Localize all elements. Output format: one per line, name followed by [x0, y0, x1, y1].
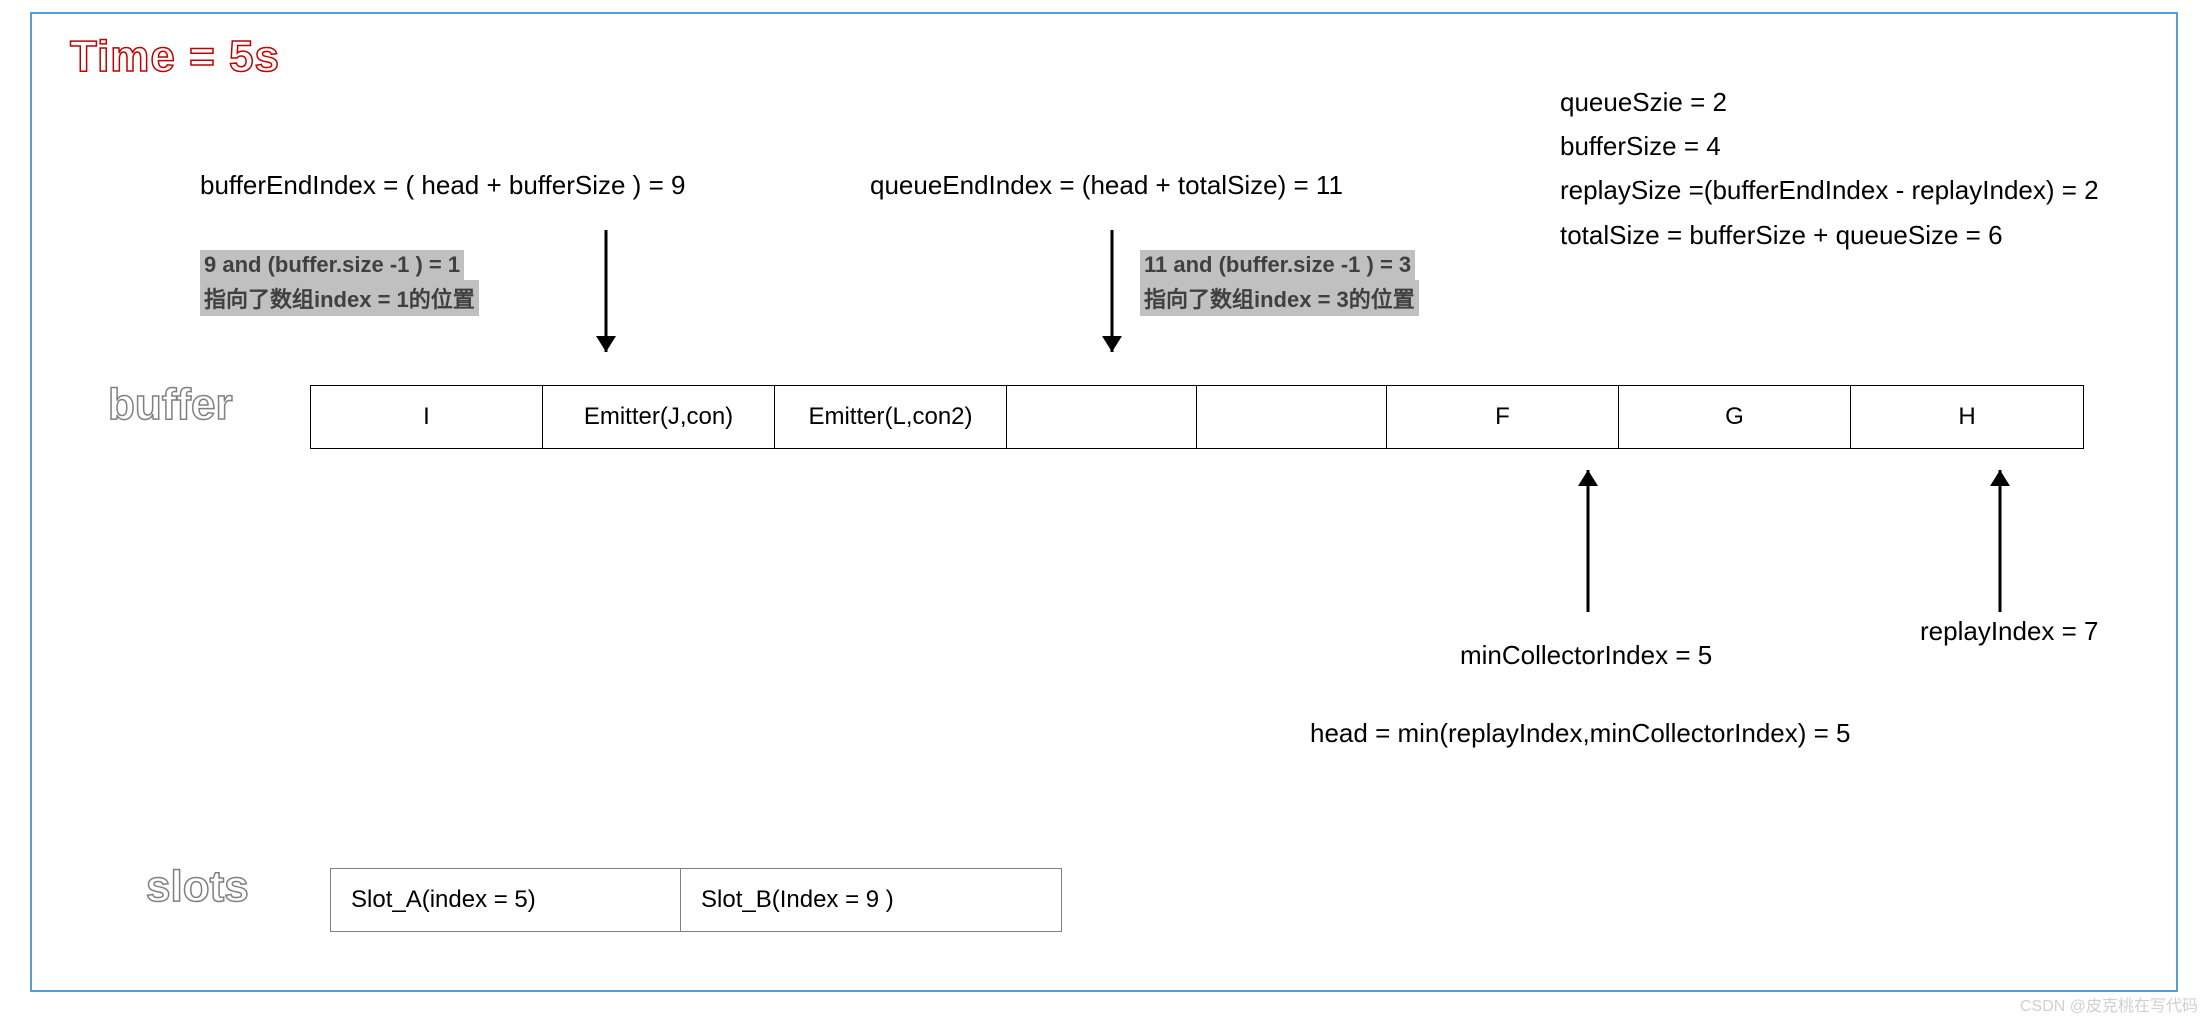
slot-cell: Slot_A(index = 5): [331, 869, 681, 931]
buffer-cell: Emitter(J,con): [543, 386, 775, 448]
slots-row: Slot_A(index = 5)Slot_B(Index = 9 ): [330, 868, 1062, 932]
buffer-end-index-text: bufferEndIndex = ( head + bufferSize ) =…: [200, 170, 685, 201]
hl1-line1: 9 and (buffer.size -1 ) = 1: [200, 250, 464, 280]
buffer-row: IEmitter(J,con)Emitter(L,con2) FGH: [310, 385, 2084, 449]
hl2-line1: 11 and (buffer.size -1 ) = 3: [1140, 250, 1415, 280]
buffer-cell: [1007, 386, 1197, 448]
head-text: head = min(replayIndex,minCollectorIndex…: [1310, 718, 1851, 749]
queue-end-index-text: queueEndIndex = (head + totalSize) = 11: [870, 170, 1343, 201]
info-queue-size: queueSzie = 2: [1560, 80, 2099, 124]
arrow-up-icon: [1980, 460, 2020, 622]
buffer-cell: Emitter(L,con2): [775, 386, 1007, 448]
hl1-line2: 指向了数组index = 1的位置: [200, 280, 479, 316]
highlight-2: 11 and (buffer.size -1 ) = 3 指向了数组index …: [1140, 250, 1419, 316]
arrow-up-icon: [1568, 460, 1608, 622]
slots-label: slots: [146, 862, 249, 912]
buffer-cell: F: [1387, 386, 1619, 448]
info-block: queueSzie = 2 bufferSize = 4 replaySize …: [1560, 80, 2099, 257]
buffer-label: buffer: [108, 380, 233, 430]
min-collector-index-text: minCollectorIndex = 5: [1460, 640, 1712, 671]
info-replay-size: replaySize =(bufferEndIndex - replayInde…: [1560, 168, 2099, 212]
info-total-size: totalSize = bufferSize + queueSize = 6: [1560, 213, 2099, 257]
buffer-cell: G: [1619, 386, 1851, 448]
slot-cell: Slot_B(Index = 9 ): [681, 869, 1061, 931]
buffer-cell: [1197, 386, 1387, 448]
title: Time = 5s: [70, 32, 280, 82]
hl2-line2: 指向了数组index = 3的位置: [1140, 280, 1419, 316]
buffer-cell: H: [1851, 386, 2083, 448]
watermark: CSDN @皮克桃在写代码: [2020, 992, 2198, 1016]
highlight-1: 9 and (buffer.size -1 ) = 1 指向了数组index =…: [200, 250, 479, 316]
arrow-down-icon: [586, 220, 626, 362]
arrow-down-icon: [1092, 220, 1132, 362]
buffer-cell: I: [311, 386, 543, 448]
info-buffer-size: bufferSize = 4: [1560, 124, 2099, 168]
